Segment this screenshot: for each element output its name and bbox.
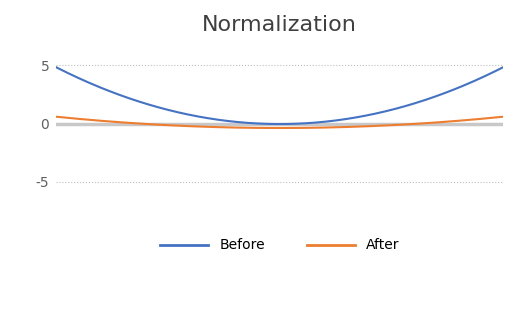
Title: Normalization: Normalization [202,15,357,35]
Legend: Before, After: Before, After [154,233,405,258]
